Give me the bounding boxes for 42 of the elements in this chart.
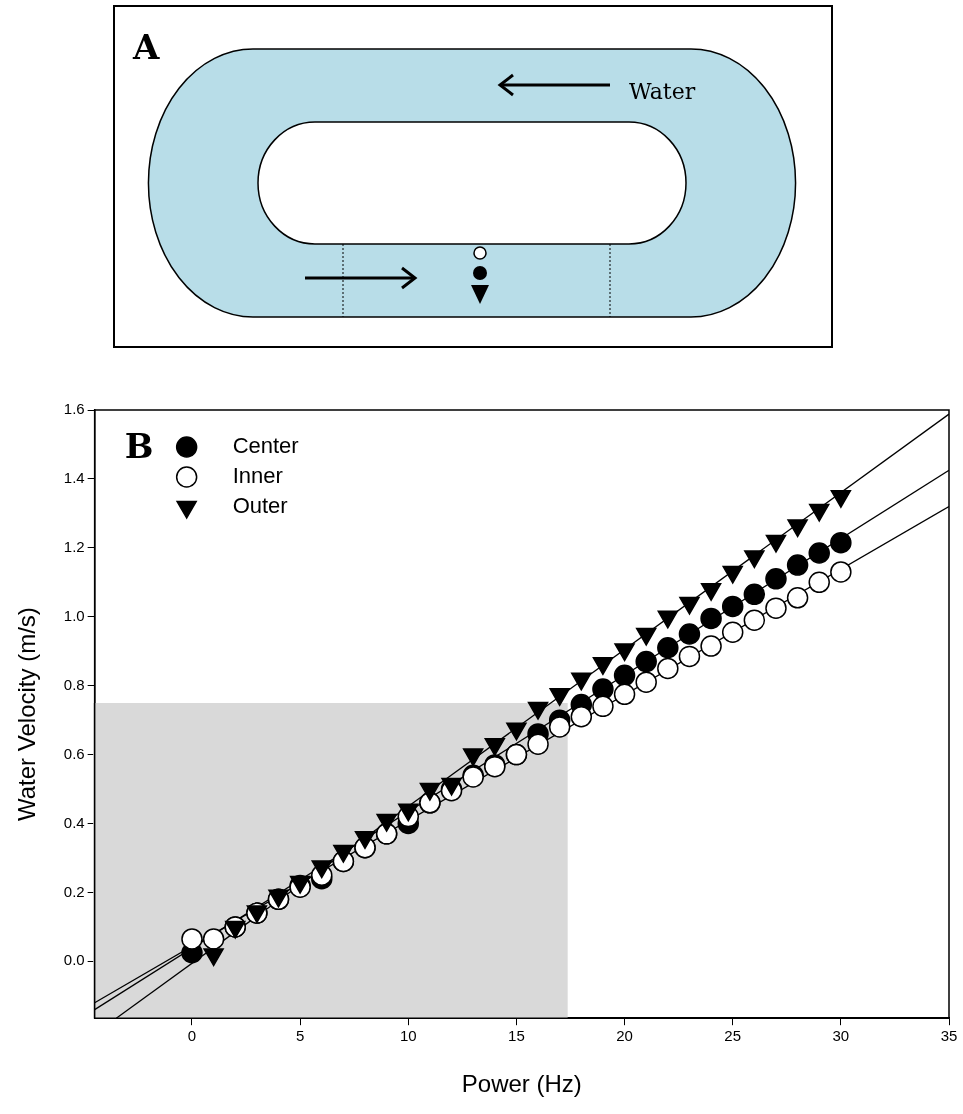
point <box>181 928 203 950</box>
x-tick-label: 0 <box>187 1027 197 1045</box>
point <box>786 554 809 576</box>
point <box>721 595 744 618</box>
point <box>830 531 852 554</box>
legend-label: Center <box>232 433 299 459</box>
point <box>765 568 787 590</box>
x-tick-label: 15 <box>508 1027 525 1045</box>
x-tick-label: 20 <box>616 1027 633 1045</box>
x-tick-label: 30 <box>832 1027 850 1045</box>
point <box>613 664 636 687</box>
y-tick-label: 1.0 <box>63 606 85 624</box>
y-tick-label: 1.2 <box>63 537 85 555</box>
y-tick-label: 0.6 <box>63 744 85 762</box>
point <box>743 583 766 606</box>
point <box>700 607 722 630</box>
x-tick-label: 5 <box>295 1027 305 1045</box>
y-tick-label: 0.0 <box>63 951 85 969</box>
y-tick-label: 0.2 <box>63 882 85 900</box>
y-tick-label: 0.4 <box>63 813 85 831</box>
y-axis-title: Water Velocity (m/s) <box>13 607 41 822</box>
point <box>527 733 549 755</box>
point <box>548 716 571 738</box>
point <box>808 542 830 564</box>
legend-label: Inner <box>232 463 283 489</box>
point <box>570 705 593 728</box>
legend-label: Outer <box>232 493 288 519</box>
point <box>635 650 657 673</box>
y-tick-label: 1.6 <box>63 400 85 418</box>
point <box>657 637 679 659</box>
annotation: B <box>124 425 154 466</box>
text: A <box>133 27 160 67</box>
y-tick-label: 1.4 <box>63 469 85 487</box>
x-tick-label: 35 <box>940 1027 958 1045</box>
x-tick-label: 25 <box>724 1027 742 1045</box>
point <box>202 928 225 950</box>
point <box>678 623 701 645</box>
x-axis-title: Power (Hz) <box>461 1070 582 1098</box>
y-tick-label: 0.8 <box>63 675 85 693</box>
point <box>592 678 614 700</box>
x-tick-label: 10 <box>399 1027 417 1045</box>
text: Water <box>629 79 696 104</box>
